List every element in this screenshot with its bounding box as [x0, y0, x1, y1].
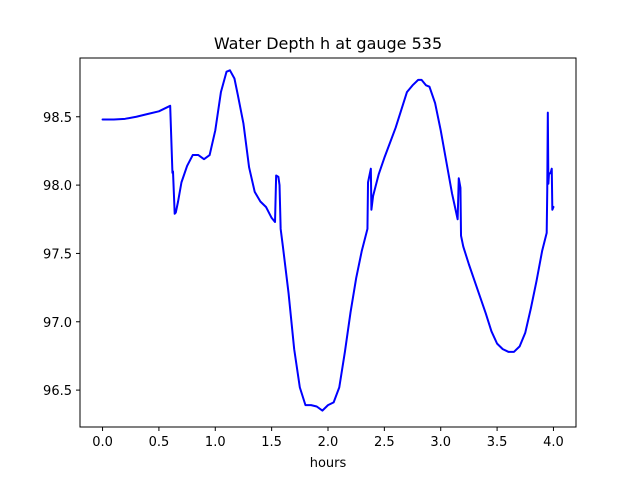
chart-title: Water Depth h at gauge 535 — [214, 34, 442, 53]
x-tick-label: 0.5 — [149, 435, 170, 450]
y-tick-label: 98.5 — [43, 111, 72, 126]
x-tick-label: 2.0 — [318, 435, 339, 450]
plot-area — [101, 69, 555, 412]
y-tick-label: 96.5 — [43, 384, 72, 399]
x-tick-label: 4.0 — [543, 435, 564, 450]
y-tick-label: 97.0 — [43, 316, 72, 331]
x-tick-label: 3.5 — [487, 435, 508, 450]
x-axis-label: hours — [310, 456, 347, 471]
x-tick-label: 3.0 — [430, 435, 451, 450]
y-tick-label: 97.5 — [43, 247, 72, 262]
y-axis: 96.5 97.0 97.5 98.0 98.5 — [43, 111, 80, 399]
series-line — [101, 69, 555, 412]
x-axis: 0.0 0.5 1.0 1.5 2.0 2.5 3.0 3.5 4.0 — [92, 427, 564, 450]
x-tick-label: 1.0 — [205, 435, 226, 450]
x-tick-label: 1.5 — [261, 435, 282, 450]
x-tick-label: 0.0 — [92, 435, 113, 450]
y-tick-label: 98.0 — [43, 179, 72, 194]
x-tick-label: 2.5 — [374, 435, 395, 450]
